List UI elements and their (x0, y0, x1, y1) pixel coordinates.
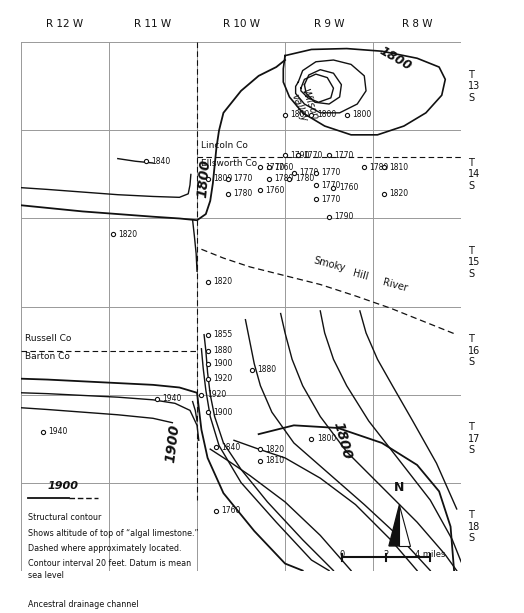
Text: Ancestral drainage channel: Ancestral drainage channel (28, 600, 138, 609)
Text: 1820: 1820 (389, 189, 408, 199)
Text: T
15
S: T 15 S (468, 246, 481, 279)
Text: T
17
S: T 17 S (468, 422, 481, 455)
Text: 1840: 1840 (222, 443, 241, 452)
Text: Contour interval 20 feet. Datum is mean: Contour interval 20 feet. Datum is mean (28, 559, 191, 568)
Text: 1820: 1820 (266, 444, 285, 454)
Text: 1770: 1770 (303, 151, 323, 159)
Text: 1810: 1810 (266, 456, 285, 465)
Text: 4 miles: 4 miles (415, 550, 445, 559)
Text: T
18
S: T 18 S (468, 510, 481, 543)
Text: 1800: 1800 (352, 110, 371, 119)
Text: 1810: 1810 (389, 163, 408, 172)
Text: R 8 W: R 8 W (402, 19, 432, 29)
Text: Hill: Hill (351, 268, 369, 282)
Text: 1770: 1770 (233, 174, 253, 183)
Text: sea level: sea level (28, 571, 64, 581)
Text: 1940: 1940 (162, 394, 182, 403)
Text: Wilson
valley: Wilson valley (289, 87, 320, 124)
Text: Shows altitude of top of “algal limestone.”: Shows altitude of top of “algal limeston… (28, 529, 199, 538)
Text: R 9 W: R 9 W (314, 19, 344, 29)
Text: 1855: 1855 (213, 330, 232, 339)
Text: Lincoln Co: Lincoln Co (201, 141, 248, 150)
Text: River: River (381, 277, 409, 293)
Text: Barton Co: Barton Co (25, 352, 70, 361)
Text: 1900: 1900 (213, 408, 232, 417)
Text: 1820: 1820 (213, 277, 232, 286)
Text: Structural contour: Structural contour (28, 513, 101, 522)
Text: 1880: 1880 (257, 365, 276, 375)
Text: 1780: 1780 (369, 163, 389, 172)
Text: 1790: 1790 (334, 212, 354, 221)
Text: 1920: 1920 (206, 390, 226, 399)
Text: T
16
S: T 16 S (468, 334, 481, 367)
Text: 1940: 1940 (48, 427, 68, 436)
Text: Smoky: Smoky (312, 255, 346, 273)
Text: 2: 2 (384, 550, 389, 559)
Text: 1770: 1770 (321, 180, 341, 189)
Polygon shape (399, 504, 410, 546)
Text: 1760: 1760 (339, 183, 358, 192)
Text: 1820: 1820 (118, 230, 138, 239)
Text: Dashed where approximately located.: Dashed where approximately located. (28, 544, 181, 553)
Text: 1900: 1900 (48, 481, 79, 492)
Text: 1780: 1780 (294, 174, 314, 183)
Text: R 11 W: R 11 W (135, 19, 171, 29)
Text: Ellsworth Co: Ellsworth Co (201, 159, 258, 167)
Text: 1920: 1920 (213, 374, 232, 383)
Text: 1800: 1800 (316, 434, 336, 443)
Text: 1800: 1800 (377, 44, 413, 72)
Text: 1800: 1800 (290, 110, 310, 119)
Text: 1780: 1780 (275, 174, 294, 183)
Text: 1790: 1790 (290, 151, 310, 159)
Text: 1800: 1800 (213, 174, 232, 183)
Text: 1770: 1770 (334, 151, 354, 159)
Text: 1760: 1760 (275, 163, 294, 172)
Text: 1800: 1800 (331, 420, 354, 461)
Text: 1770: 1770 (299, 168, 319, 177)
Text: 1880: 1880 (213, 346, 232, 355)
Text: 1770: 1770 (321, 168, 341, 177)
Text: R 12 W: R 12 W (47, 19, 83, 29)
Text: N: N (395, 481, 405, 494)
Text: 1800: 1800 (316, 110, 336, 119)
Text: 1780: 1780 (233, 189, 253, 199)
Text: 1840: 1840 (151, 157, 170, 166)
Text: T
13
S: T 13 S (468, 70, 481, 103)
Text: 1760: 1760 (266, 186, 285, 195)
Text: 1770: 1770 (266, 163, 285, 172)
Text: 1900: 1900 (213, 359, 232, 368)
Text: R 10 W: R 10 W (223, 19, 259, 29)
Polygon shape (389, 504, 399, 546)
Text: 1900: 1900 (163, 423, 182, 463)
Text: 1770: 1770 (321, 194, 341, 204)
Text: 1800: 1800 (195, 159, 213, 199)
Text: Russell Co: Russell Co (25, 335, 72, 343)
Text: T
14
S: T 14 S (468, 158, 481, 191)
Text: 0: 0 (340, 550, 345, 559)
Text: 1760: 1760 (222, 506, 241, 516)
